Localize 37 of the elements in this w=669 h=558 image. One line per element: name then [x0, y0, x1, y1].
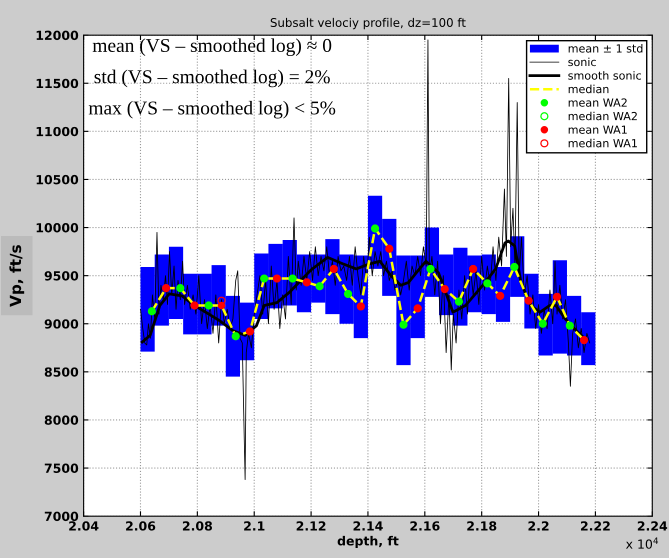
annotation: mean (VS – smoothed log) ≈ 0 [92, 38, 332, 56]
x-tick-label: 2.12 [296, 521, 326, 531]
x-tick-label: 2.06 [126, 521, 156, 531]
x-axis-title: depth, ft [338, 536, 399, 548]
y-axis-title: Vp, ft/s [9, 245, 24, 307]
y-tick-label: 8500 [44, 367, 78, 377]
y-tick-label: 8000 [44, 415, 78, 425]
x-tick-label: 2.2 [528, 521, 549, 531]
legend-label: smooth sonic [568, 71, 641, 80]
y-tick-label: 12000 [36, 30, 78, 40]
x-tick-label: 2.18 [467, 521, 496, 531]
x-tick-label: 2.08 [182, 521, 212, 531]
legend-label: median WA2 [568, 112, 637, 120]
annotation: max (VS – smoothed log) < 5% [88, 100, 336, 119]
legend-label: median WA1 [568, 138, 637, 148]
y-tick-label: 9500 [44, 271, 78, 281]
text: x 10$^{4}$ [626, 537, 658, 549]
y-tick-label: 10000 [36, 223, 78, 232]
annotation: std (VS – smoothed log) = 2% [94, 70, 330, 88]
legend-label: mean WA1 [568, 126, 627, 134]
x-tick-label: 2.1 [244, 521, 264, 531]
y-tick-label: 11000 [36, 126, 78, 136]
legend-label: mean ± 1 std [568, 44, 642, 53]
legend-label: sonic [568, 58, 596, 66]
y-tick-label: 7500 [44, 464, 78, 473]
y-tick-label: 11500 [36, 78, 78, 88]
x-tick-label: 2.04 [69, 521, 98, 531]
x-tick-label: 2.24 [638, 521, 668, 531]
x-tick-label: 2.14 [354, 521, 383, 531]
legend-label: mean WA2 [568, 98, 627, 107]
y-tick-label: 10500 [36, 174, 78, 184]
chart-title: Subsalt velociy profile, dz=100 ft [270, 18, 466, 30]
x-tick-label: 2.22 [580, 521, 610, 531]
y-tick-label: 7000 [44, 512, 78, 522]
legend-label: median [568, 84, 608, 94]
y-tick-label: 9000 [44, 319, 78, 329]
x-tick-label: 2.16 [410, 521, 440, 531]
